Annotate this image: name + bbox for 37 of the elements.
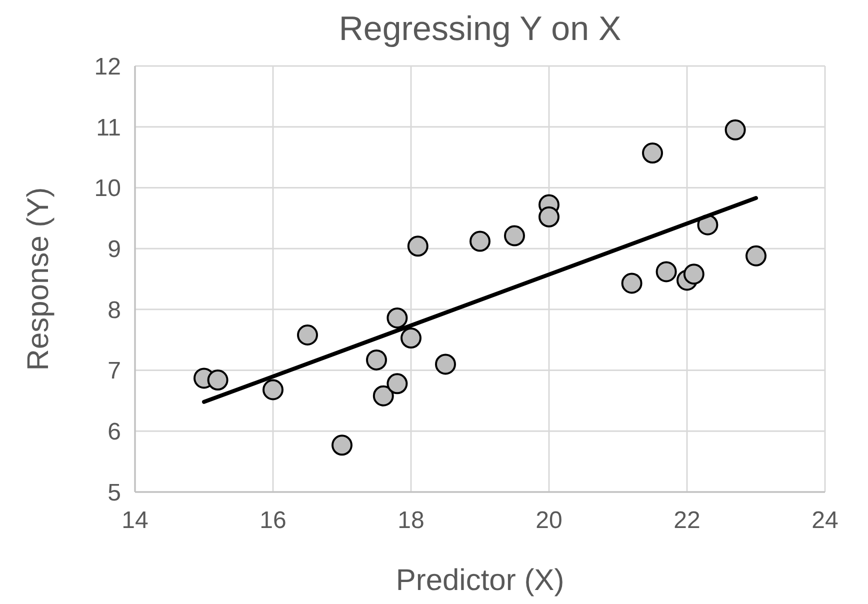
- y-tick-label: 9: [108, 236, 121, 263]
- point: [683, 264, 704, 285]
- y-tick-label: 12: [94, 53, 121, 80]
- y-axis-title: Response (Y): [22, 187, 55, 371]
- y-tick-label: 11: [96, 114, 121, 142]
- point: [332, 434, 352, 456]
- point: [366, 349, 387, 370]
- y-tick-label: 6: [108, 418, 121, 446]
- x-tick-label: 22: [674, 507, 700, 534]
- x-tick-label: 16: [260, 507, 286, 534]
- point: [386, 307, 408, 328]
- x-tick-label: 14: [122, 507, 148, 534]
- point: [642, 142, 663, 164]
- y-tick-label: 7: [108, 358, 121, 385]
- point: [435, 354, 456, 375]
- y-tick-label: 8: [108, 296, 121, 324]
- point: [504, 225, 525, 246]
- x-tick-label: 24: [812, 507, 838, 534]
- x-tick-label: 18: [398, 507, 424, 534]
- point: [407, 236, 428, 257]
- y-tick-label: 5: [108, 479, 121, 506]
- point: [207, 370, 228, 391]
- x-tick-label: 20: [536, 507, 562, 534]
- point: [262, 379, 284, 400]
- chart-title: Regressing Y on X: [338, 10, 622, 48]
- point: [470, 230, 490, 252]
- x-axis-title: Predictor (X): [396, 564, 564, 597]
- point: [538, 206, 560, 228]
- point: [297, 324, 318, 346]
- point: [621, 272, 642, 294]
- point: [746, 245, 766, 266]
- point: [400, 328, 422, 349]
- point: [656, 261, 677, 282]
- point: [372, 385, 394, 406]
- point: [386, 373, 408, 394]
- y-tick-label: 10: [94, 175, 121, 202]
- point: [724, 119, 746, 140]
